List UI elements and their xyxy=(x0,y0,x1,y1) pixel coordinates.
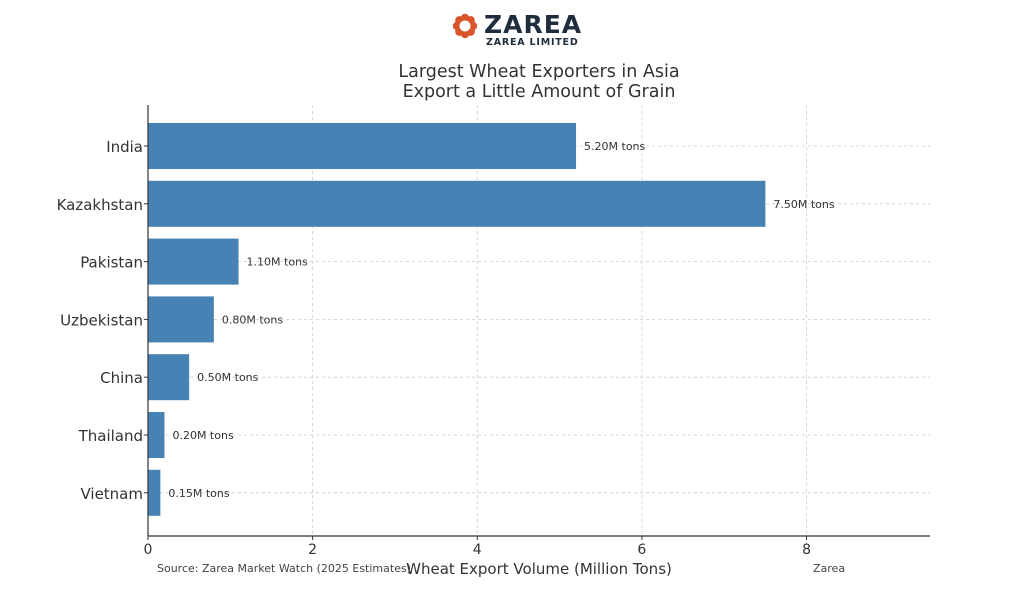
x-tick-label: 8 xyxy=(802,542,811,558)
source-note: Source: Zarea Market Watch (2025 Estimat… xyxy=(157,562,411,575)
y-tick-label: Vietnam xyxy=(80,485,143,503)
bar xyxy=(148,412,165,458)
axes xyxy=(144,105,930,540)
brand-tagline: ZAREA LIMITED xyxy=(486,37,579,48)
bar xyxy=(148,354,190,401)
bar xyxy=(148,296,214,343)
bar xyxy=(148,180,766,227)
brand-name: ZAREA xyxy=(484,10,582,39)
y-tick-label: India xyxy=(106,138,143,156)
credit-note: Zarea xyxy=(813,562,845,575)
x-tick-label: 6 xyxy=(637,542,646,558)
x-tick-label: 4 xyxy=(473,542,482,558)
bar xyxy=(148,123,577,169)
y-tick-label: Kazakhstan xyxy=(57,196,143,214)
y-tick-label: China xyxy=(100,369,143,387)
data-label: 0.50M tons xyxy=(197,371,258,384)
y-tick-labels: India Kazakhstan Pakistan Uzbekistan China Th… xyxy=(57,138,143,503)
y-tick-label: Uzbekistan xyxy=(60,311,143,329)
chart-title: Largest Wheat Exporters in Asia Export a… xyxy=(398,62,679,102)
chart-title-line-1: Largest Wheat Exporters in Asia xyxy=(398,62,679,82)
data-label: 7.50M tons xyxy=(773,198,834,211)
data-label: 5.20M tons xyxy=(584,140,645,153)
data-label: 0.80M tons xyxy=(222,313,283,326)
x-tick-label: 2 xyxy=(308,542,317,558)
y-tick-label: Thailand xyxy=(78,427,143,445)
data-label: 1.10M tons xyxy=(247,256,308,269)
y-tick-label: Pakistan xyxy=(80,254,143,272)
brand-logo: ZAREA ZAREA LIMITED xyxy=(452,10,582,48)
data-label: 0.20M tons xyxy=(172,429,233,442)
bar xyxy=(148,469,161,516)
bar xyxy=(148,238,239,285)
bars xyxy=(148,123,766,516)
data-labels: 5.20M tons 7.50M tons 1.10M tons 0.80M tons… xyxy=(168,140,835,500)
x-axis-label: Wheat Export Volume (Million Tons) xyxy=(406,560,672,578)
logo-center xyxy=(459,20,471,32)
gear-flower-logo-icon xyxy=(452,13,478,39)
chart-title-line-2: Export a Little Amount of Grain xyxy=(403,82,676,102)
data-label: 0.15M tons xyxy=(168,487,229,500)
x-tick-label: 0 xyxy=(144,542,153,558)
x-tick-labels: 0 2 4 6 8 xyxy=(144,542,811,558)
